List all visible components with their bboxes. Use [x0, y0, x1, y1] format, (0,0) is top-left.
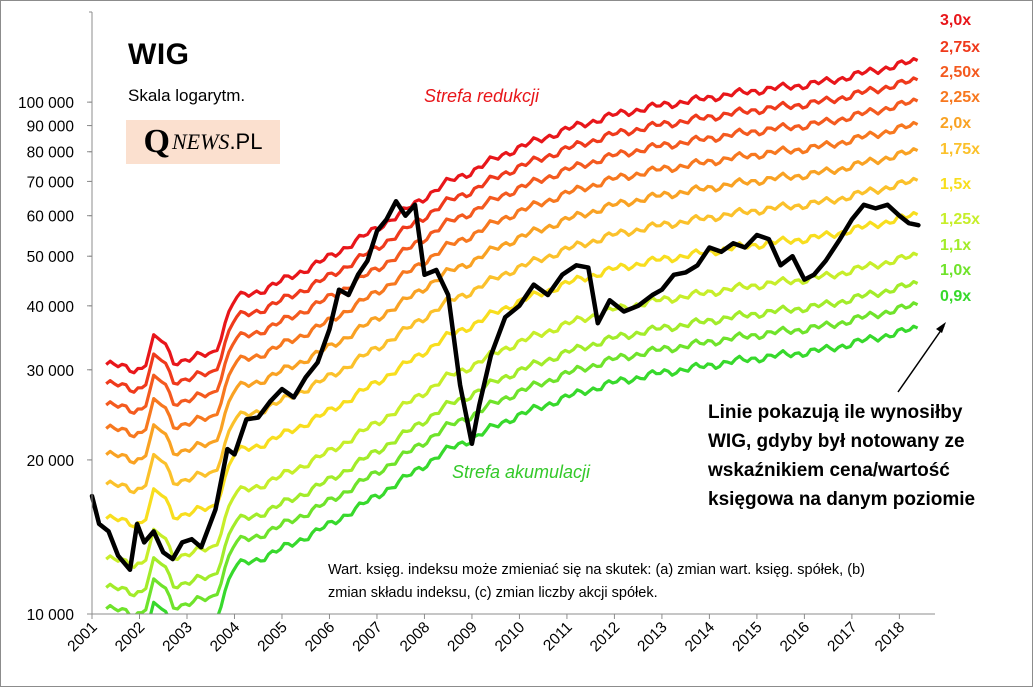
- y-axis: 10 000 20 000 30 000 40 000 50 000 60 000 70 0…: [18, 11, 93, 624]
- x-tick-label: 2007: [349, 619, 385, 655]
- multiplier-label: 1,5x: [940, 176, 971, 193]
- series-line-2-50x: [105, 97, 919, 415]
- y-tick-label: 90 000: [27, 119, 75, 136]
- series-line-2-75x: [105, 76, 919, 394]
- multiplier-labels: 3,0x 2,75x 2,50x 2,25x 2,0x 1,75x 1,5x 1,25x 1,1…: [940, 12, 980, 305]
- series-line-1-0x: [105, 301, 919, 614]
- multiplier-label: 1,0x: [940, 262, 971, 279]
- series-line-1-25x: [105, 251, 919, 569]
- x-tick-label: 2004: [207, 619, 244, 656]
- logo-pl: .PL: [229, 129, 263, 154]
- logo-news: NEWS: [171, 129, 230, 154]
- x-tick-label: 2001: [64, 619, 100, 655]
- multiplier-label: 2,0x: [940, 115, 971, 132]
- series-line-2-25x: [105, 120, 919, 439]
- multiplier-label: 2,25x: [940, 89, 980, 106]
- wig-line-group: [89, 199, 921, 573]
- multiplier-label: 2,75x: [940, 39, 980, 56]
- multiplier-label: 1,1x: [940, 237, 971, 254]
- x-tick-label: 2009: [444, 619, 480, 655]
- logo-q: Q: [143, 123, 170, 160]
- y-tick-label: 50 000: [27, 249, 75, 266]
- series-line-1-1x: [105, 280, 919, 598]
- y-tick-label: 70 000: [27, 174, 75, 191]
- x-axis: 2001 2002 2003 2004 2005 2006 2007 2008 2009 2010…: [64, 613, 935, 656]
- zone-accumulation-label: Strefa akumulacji: [452, 462, 591, 482]
- x-tick-label: 2013: [634, 619, 670, 655]
- y-tick-label: 40 000: [27, 299, 75, 316]
- x-tick-label: 2017: [824, 619, 860, 655]
- annotation-arrow: [897, 322, 946, 393]
- series-line-1-75x: [105, 176, 919, 495]
- multiplier-label: 0,9x: [940, 288, 971, 305]
- x-tick-label: 2005: [254, 619, 290, 655]
- x-tick-label: 2008: [397, 619, 433, 655]
- y-tick-label: 60 000: [27, 209, 75, 226]
- chart-title: WIG: [128, 38, 190, 71]
- x-tick-label: 2014: [682, 619, 719, 656]
- x-tick-label: 2012: [587, 619, 623, 655]
- qnews-logo: Q NEWS .PL: [126, 120, 280, 164]
- series-line-2-0x: [105, 147, 919, 465]
- series-line-0-9x: [149, 324, 919, 614]
- x-tick-label: 2002: [112, 619, 148, 655]
- x-tick-label: 2006: [302, 619, 338, 655]
- x-tick-label: 2016: [777, 619, 813, 655]
- y-tick-label: 100 000: [18, 95, 74, 112]
- multiplier-label: 3,0x: [940, 12, 971, 29]
- footnote-text: Wart. księg. indeksu może zmieniać się n…: [328, 562, 865, 601]
- y-tick-label: 20 000: [27, 453, 75, 470]
- y-tick-label: 80 000: [27, 145, 75, 162]
- y-tick-label: 30 000: [27, 363, 75, 380]
- x-tick-label: 2015: [729, 619, 765, 655]
- multiplier-label: 1,25x: [940, 211, 980, 228]
- x-tick-label: 2003: [159, 619, 195, 655]
- multiplier-label: 2,50x: [940, 64, 980, 81]
- x-tick-label: 2011: [540, 619, 576, 655]
- multiplier-label: 1,75x: [940, 141, 980, 158]
- x-tick-label: 2018: [872, 619, 908, 655]
- series-line-3-0x: [105, 57, 919, 375]
- y-tick-label: 10 000: [27, 607, 75, 624]
- x-tick-label: 2010: [492, 619, 529, 656]
- wig-line: [89, 199, 921, 573]
- zone-reduction-label: Strefa redukcji: [424, 86, 540, 106]
- annotation-text: Linie pokazują ile wynosiłby WIG, gdyby …: [708, 402, 976, 510]
- multiplier-lines: [105, 57, 919, 614]
- series-line-1-5x: [105, 211, 919, 529]
- chart-subtitle: Skala logarytm.: [128, 86, 246, 105]
